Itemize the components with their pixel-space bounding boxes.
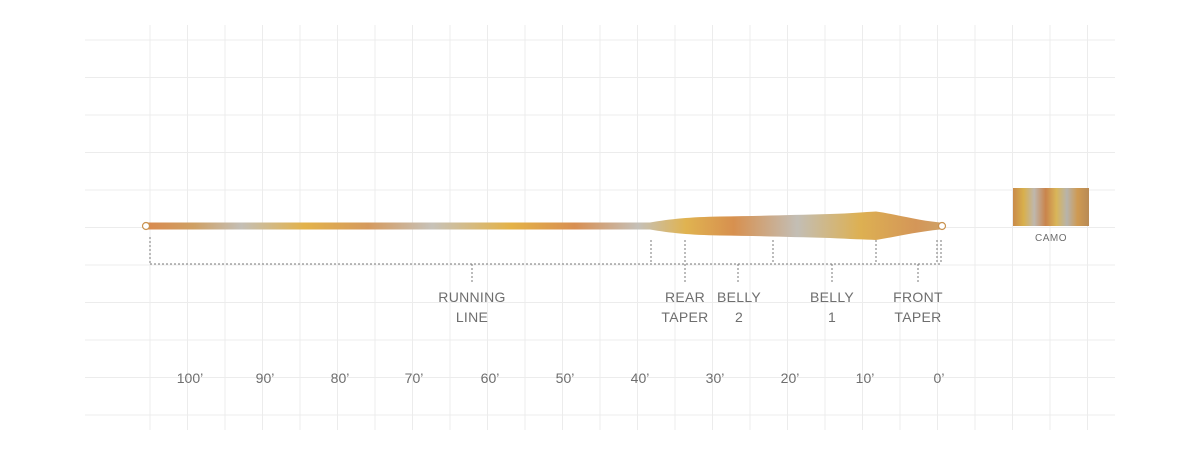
section-label-line: LINE — [456, 309, 488, 325]
section-label-line: REAR — [665, 289, 705, 305]
section-label-line: RUNNING — [438, 289, 505, 305]
section-label-belly-2: BELLY 2 — [717, 289, 761, 325]
line-end-loop-right — [937, 221, 947, 231]
section-label-running-line: RUNNING LINE — [438, 289, 505, 325]
swatch-label: CAMO — [1035, 233, 1067, 244]
scale-tick-label: 40’ — [631, 370, 650, 386]
section-label-rear-taper: REAR TAPER — [661, 289, 708, 325]
fly-line-profile — [146, 211, 940, 240]
scale-tick-label: 0’ — [934, 370, 945, 386]
section-label-front-taper: FRONT TAPER — [893, 289, 943, 325]
scale-tick-label: 20’ — [781, 370, 800, 386]
section-label-line: 1 — [828, 309, 836, 325]
scale-tick-label: 70’ — [405, 370, 424, 386]
scale-tick-label: 30’ — [706, 370, 725, 386]
section-label-belly-1: BELLY 1 — [810, 289, 854, 325]
scale-tick-label: 100’ — [177, 370, 203, 386]
scale-tick-label: 10’ — [856, 370, 875, 386]
distance-scale: 100’ 90’ 80’ 70’ 60’ 50’ 40’ 30’ 20’ 10’… — [177, 370, 945, 386]
section-label-line: BELLY — [810, 289, 854, 305]
scale-tick-label: 50’ — [556, 370, 575, 386]
section-label-line: TAPER — [661, 309, 708, 325]
section-label-line: TAPER — [894, 309, 941, 325]
scale-tick-label: 80’ — [331, 370, 350, 386]
section-label-line: FRONT — [893, 289, 943, 305]
line-end-loop-left — [141, 221, 151, 231]
color-swatch-camo: CAMO — [1013, 188, 1089, 244]
color-swatch — [1013, 188, 1089, 226]
section-label-line: BELLY — [717, 289, 761, 305]
scale-tick-label: 90’ — [256, 370, 275, 386]
section-label-line: 2 — [735, 309, 743, 325]
scale-tick-label: 60’ — [481, 370, 500, 386]
